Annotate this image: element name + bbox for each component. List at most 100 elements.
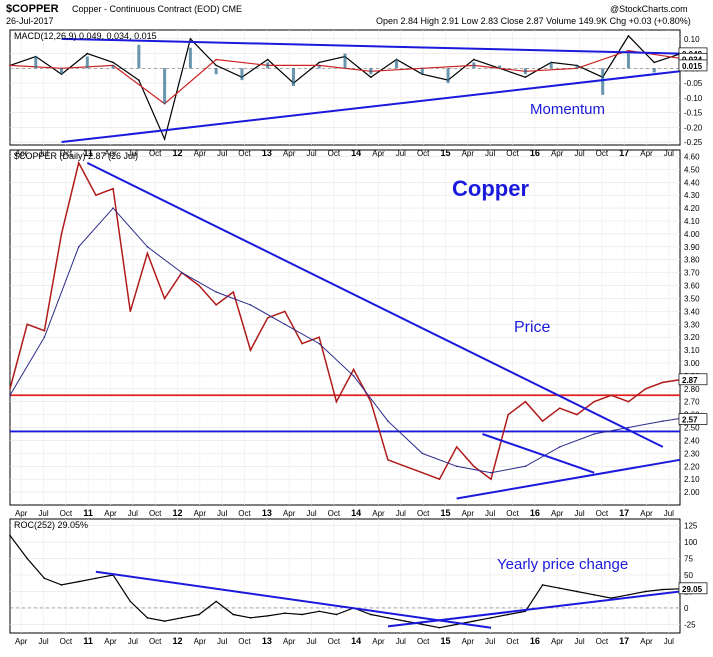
data-point [593, 433, 595, 435]
x-tick-label: Apr [551, 509, 564, 518]
data-point [644, 590, 647, 593]
x-tick-label: Apr [283, 637, 296, 646]
value-box [678, 59, 708, 72]
histogram-bar [549, 62, 553, 69]
data-point [9, 388, 11, 390]
histogram-bar [343, 53, 347, 69]
x-tick-label: Jul [574, 149, 584, 158]
data-point [249, 304, 252, 306]
x-tick-label: Jul [574, 509, 584, 518]
data-point [524, 465, 527, 468]
data-point [138, 79, 140, 81]
y-tick-label: -0.10 [684, 94, 703, 103]
x-tick-label: 17 [619, 148, 629, 158]
histogram-bar [240, 68, 244, 81]
data-point [473, 58, 475, 61]
data-point [9, 394, 11, 397]
data-point [112, 207, 114, 209]
gridlines [10, 30, 680, 633]
x-tick-label: Jul [664, 637, 674, 646]
data-point [249, 617, 252, 619]
y-tick-label: 3.00 [684, 359, 700, 368]
x-tick-label: Jul [485, 509, 495, 518]
data-point [627, 49, 630, 52]
histogram-bar [472, 62, 476, 69]
x-tick-label: Oct [238, 509, 251, 518]
value-box [678, 373, 708, 386]
data-point [662, 588, 664, 591]
x-tick-label: Oct [328, 149, 341, 158]
data-point [352, 368, 355, 371]
data-point [215, 291, 217, 293]
x-tick-label: Oct [60, 637, 73, 646]
panel-frames [9, 29, 681, 634]
histogram-bar [291, 68, 295, 87]
x-tick-label: 11 [83, 508, 93, 518]
data-point [26, 557, 28, 560]
copper-annotation: Copper [452, 176, 529, 201]
x-tick-label: Jul [217, 637, 227, 646]
x-tick-label: Apr [551, 149, 564, 158]
x-tick-label: 13 [262, 148, 272, 158]
data-point [112, 61, 114, 64]
data-point [198, 613, 200, 616]
y-tick-label: 75 [684, 555, 693, 564]
histogram-bar [34, 56, 38, 69]
panel-title: MACD(12,26,9) 0.049, 0.034, 0.015 [14, 31, 157, 41]
data-point [163, 620, 166, 622]
y-tick-label: 3.10 [684, 346, 700, 355]
data-point [95, 577, 97, 580]
x-tick-label: Jul [396, 637, 406, 646]
trendline [86, 162, 664, 448]
data-point [610, 597, 613, 599]
data-point [112, 187, 114, 190]
x-tick-label: Apr [194, 509, 207, 518]
data-point [77, 162, 80, 164]
data-point [541, 584, 544, 586]
x-tick-label: Oct [328, 637, 341, 646]
data-point [438, 478, 441, 480]
data-point [232, 613, 235, 616]
x-tick-label: Jul [128, 509, 138, 518]
data-point [301, 342, 303, 345]
data-point [266, 58, 269, 61]
symbol-label: $COPPER [6, 3, 59, 15]
x-tick-label: Jul [664, 509, 674, 518]
data-point [627, 35, 630, 37]
data-point [284, 323, 286, 326]
histogram-bar [214, 68, 218, 75]
x-tick-label: Apr [104, 149, 117, 158]
x-tick-label: Apr [372, 149, 385, 158]
histogram-bar [266, 62, 270, 69]
data-point [524, 76, 527, 78]
histogram-bar [111, 65, 115, 69]
x-tick-label: Apr [104, 637, 117, 646]
x-tick-label: Jul [128, 149, 138, 158]
histogram-bar [163, 68, 167, 104]
x-tick-label: Jul [396, 509, 406, 518]
data-point [95, 194, 97, 196]
data-point [301, 613, 303, 616]
value-box [678, 413, 708, 425]
data-point [129, 310, 132, 313]
series-line [9, 160, 681, 481]
trendline [482, 433, 595, 474]
y-tick-label: 4.10 [684, 217, 700, 226]
y-tick-label: 3.30 [684, 320, 700, 329]
x-tick-label: Oct [506, 149, 519, 158]
x-tick-label: 12 [172, 636, 182, 646]
x-tick-label: Apr [283, 509, 296, 518]
data-point [490, 471, 492, 474]
credit-label: @StockCharts.com [610, 4, 688, 14]
x-tick-label: Jul [485, 637, 495, 646]
y-tick-label: -0.15 [684, 109, 703, 118]
series-line [9, 49, 681, 105]
x-tick-label: Apr [194, 149, 207, 158]
x-tick-label: Apr [462, 509, 475, 518]
histogram-bar [523, 68, 527, 75]
data-point [662, 420, 664, 422]
x-tick-label: Apr [551, 637, 564, 646]
data-point [129, 600, 132, 603]
data-point [593, 593, 595, 596]
